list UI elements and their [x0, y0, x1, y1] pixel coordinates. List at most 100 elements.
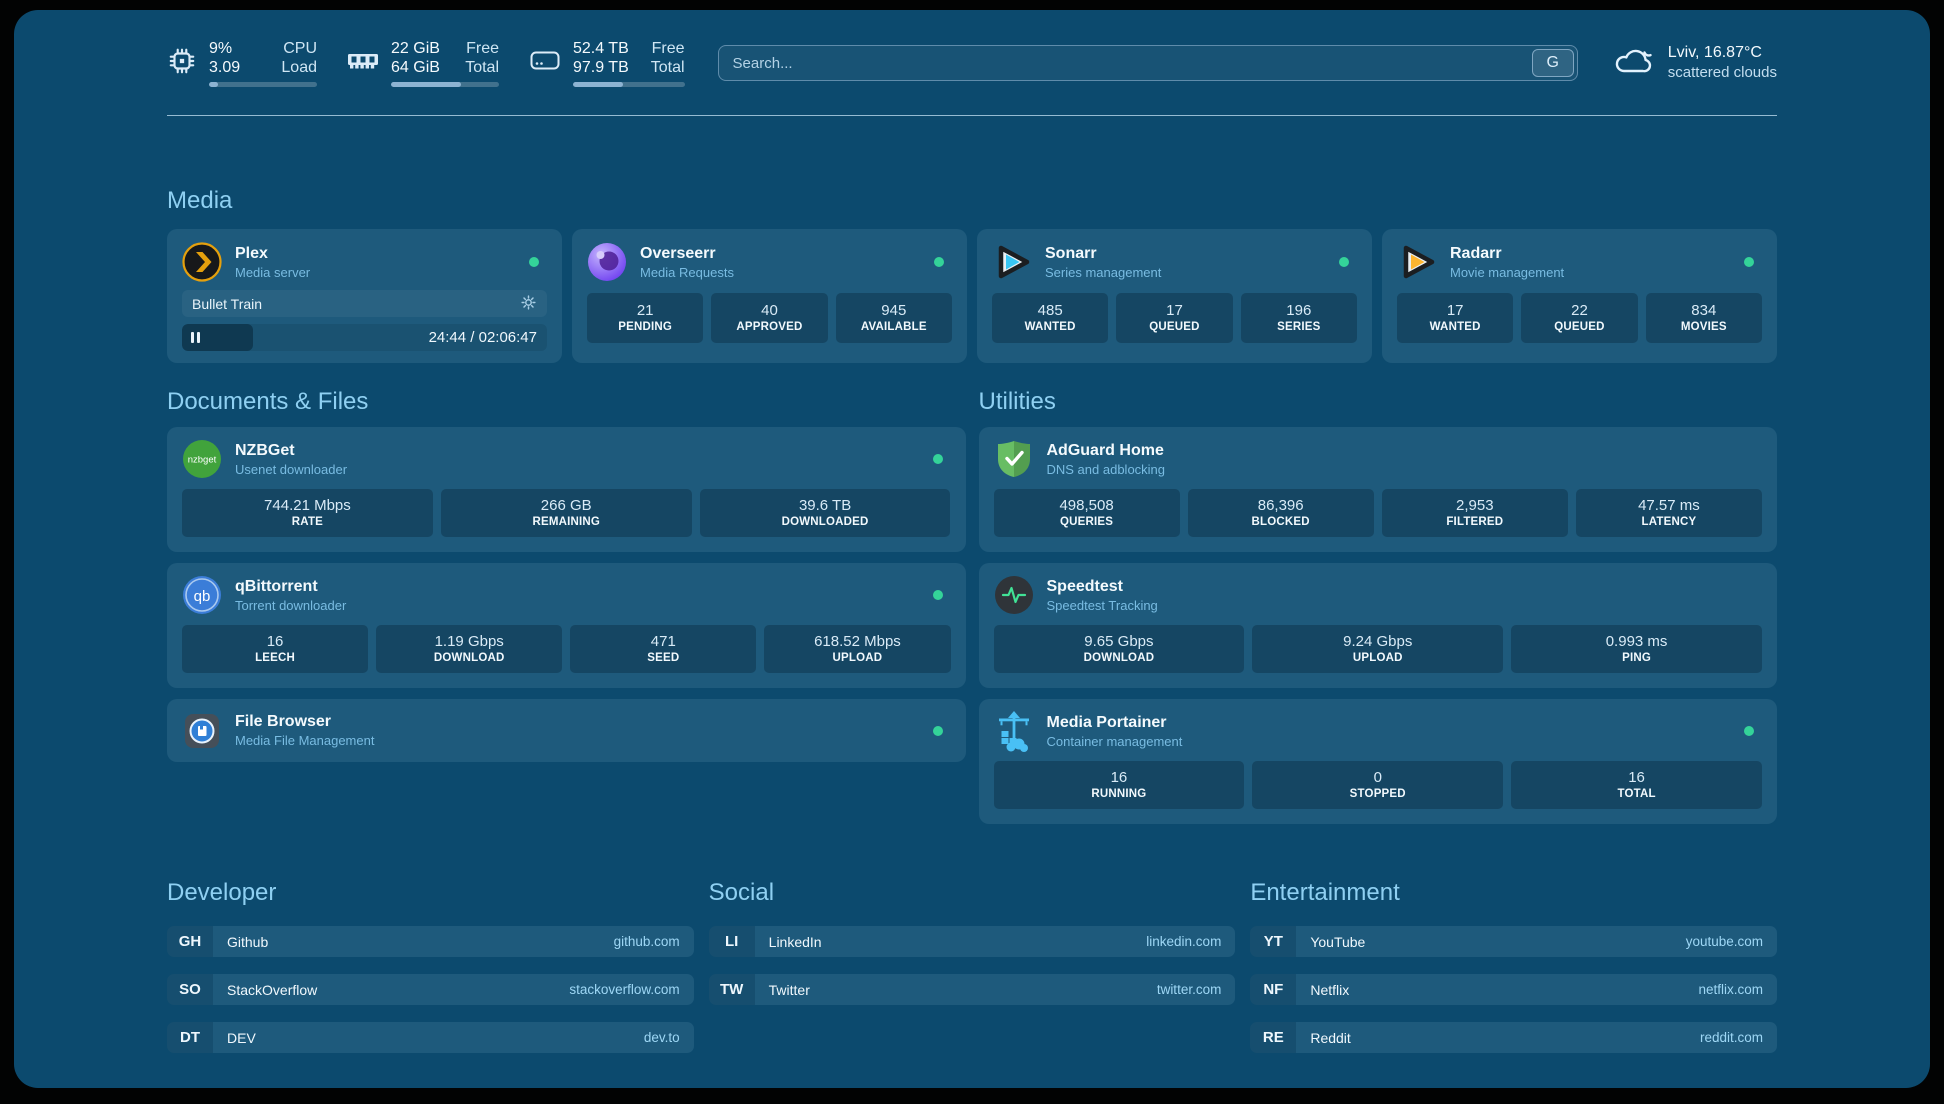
documents-section: Documents & Files nzbget NZBGet U: [167, 387, 966, 824]
speedtest-card[interactable]: Speedtest Speedtest Tracking 9.65 Gbps D…: [978, 563, 1777, 688]
status-dot: [1744, 257, 1754, 267]
service-name: Media Portainer: [1046, 713, 1167, 731]
status-dot: [932, 454, 943, 464]
overseerr-icon: [587, 242, 627, 282]
svg-text:nzbget: nzbget: [188, 455, 217, 466]
dashboard: 9% 3.09 CPU Load: [14, 10, 1930, 1088]
plex-card[interactable]: Plex Media server Bullet Train 24: [167, 229, 562, 363]
header-divider: [167, 115, 1777, 116]
status-dot: [932, 590, 943, 600]
adguard-card[interactable]: AdGuard Home DNS and adblocking 498,508 …: [978, 427, 1777, 552]
cpu-usage-label: CPU: [283, 40, 317, 57]
stat-block: 9.65 Gbps DOWNLOAD: [993, 625, 1245, 673]
weather-location: Lviv, 16.87°C: [1667, 44, 1762, 61]
bookmark-twitter[interactable]: TW Twitter twitter.com: [708, 974, 1236, 1005]
stat-block: 9.24 Gbps UPLOAD: [1252, 625, 1504, 673]
social-bookmarks: Social LI LinkedIn linkedin.com TW Twitt…: [708, 878, 1236, 1070]
bookmark-reddit[interactable]: RE Reddit reddit.com: [1250, 1022, 1777, 1053]
service-name: Speedtest: [1046, 577, 1123, 595]
stat-block: 485 WANTED: [992, 293, 1109, 343]
stat-block: 1.19 Gbps DOWNLOAD: [376, 625, 563, 673]
service-description: Media server: [235, 264, 311, 280]
radarr-card[interactable]: Radarr Movie management 17 WANTED 22 QUE…: [1382, 229, 1777, 363]
service-description: DNS and adblocking: [1046, 461, 1166, 477]
filebrowser-card[interactable]: File Browser Media File Management: [167, 699, 966, 762]
overseerr-card[interactable]: Overseerr Media Requests 21 PENDING 40 A…: [572, 229, 967, 363]
stat-block: 39.6 TB DOWNLOADED: [699, 489, 951, 537]
stat-block: 86,396 BLOCKED: [1187, 489, 1374, 537]
portainer-icon: [994, 711, 1034, 752]
section-title-media: Media: [167, 187, 233, 214]
qbittorrent-card[interactable]: qb qBittorrent Torrent downloader 16 LEE…: [167, 563, 966, 688]
bookmark-github[interactable]: GH Github github.com: [167, 926, 694, 957]
service-name: File Browser: [235, 713, 332, 730]
search-provider-button[interactable]: G: [1531, 49, 1574, 77]
portainer-card[interactable]: Media Portainer Container management 16 …: [978, 699, 1777, 824]
bookmark-netflix[interactable]: NF Netflix netflix.com: [1250, 974, 1777, 1005]
developer-bookmarks: Developer GH Github github.com SO StackO…: [167, 878, 694, 1070]
stat-block: 498,508 QUERIES: [993, 489, 1180, 537]
service-name: AdGuard Home: [1046, 441, 1164, 459]
service-name: qBittorrent: [235, 577, 318, 595]
stat-block: 21 PENDING: [587, 293, 704, 343]
entertainment-bookmarks: Entertainment YT YouTube youtube.com NF …: [1250, 878, 1777, 1070]
radarr-icon: [1397, 242, 1437, 282]
cpu-load-label: Load: [281, 59, 317, 76]
cpu-usage-value: 9%: [209, 40, 233, 57]
cpu-widget: 9% 3.09 CPU Load: [167, 39, 317, 87]
section-title-utilities: Utilities: [978, 388, 1056, 415]
weather-condition: scattered clouds: [1667, 64, 1777, 81]
bookmark-linkedin[interactable]: LI LinkedIn linkedin.com: [708, 926, 1236, 957]
bookmark-dev[interactable]: DT DEV dev.to: [167, 1022, 694, 1053]
stat-block: 196 SERIES: [1240, 293, 1357, 343]
memory-widget: 22 GiB 64 GiB Free Total: [347, 39, 499, 87]
status-dot: [934, 257, 944, 267]
status-dot: [529, 257, 539, 267]
utilities-section: Utilities: [978, 387, 1777, 824]
search-bar: G: [717, 45, 1578, 81]
search-input[interactable]: [718, 46, 1529, 80]
weather-widget[interactable]: Lviv, 16.87°C scattered clouds: [1611, 43, 1777, 83]
stat-block: 47.57 ms LATENCY: [1575, 489, 1762, 537]
sonarr-icon: [992, 242, 1032, 282]
service-description: Series management: [1045, 264, 1162, 280]
stat-block: 744.21 Mbps RATE: [182, 489, 433, 537]
stat-block: 618.52 Mbps UPLOAD: [764, 625, 951, 673]
filebrowser-icon: [182, 711, 222, 751]
status-dot: [1744, 726, 1754, 736]
nzbget-card[interactable]: nzbget NZBGet Usenet downloader 744.21 M…: [167, 427, 966, 552]
memory-total-label: Total: [465, 59, 499, 76]
plex-icon: [182, 242, 222, 282]
pause-icon[interactable]: [191, 332, 200, 343]
system-stats: 9% 3.09 CPU Load: [167, 39, 685, 87]
stat-block: 16 TOTAL: [1511, 761, 1762, 809]
stat-block: 266 GB REMAINING: [440, 489, 692, 537]
disk-free-label: Free: [651, 40, 685, 57]
stat-block: 17 WANTED: [1397, 293, 1514, 343]
memory-free-label: Free: [466, 40, 499, 57]
stat-block: 945 AVAILABLE: [835, 293, 952, 343]
stat-block: 16 LEECH: [182, 625, 369, 673]
top-bar: 9% 3.09 CPU Load: [167, 10, 1777, 92]
stat-block: 17 QUEUED: [1116, 293, 1233, 343]
service-description: Container management: [1046, 733, 1183, 749]
status-dot: [1339, 257, 1349, 267]
cpu-icon: [167, 46, 197, 81]
sonarr-card[interactable]: Sonarr Series management 485 WANTED 17 Q…: [977, 229, 1372, 363]
qbittorrent-icon: qb: [182, 575, 222, 615]
disk-total-label: Total: [650, 59, 685, 76]
settings-gear-icon[interactable]: [520, 294, 537, 314]
service-description: Movie management: [1450, 264, 1565, 280]
cloud-icon: [1611, 45, 1655, 82]
now-playing-row: Bullet Train: [182, 290, 547, 317]
stat-block: 16 RUNNING: [993, 761, 1245, 809]
service-description: Usenet downloader: [235, 461, 348, 477]
status-dot: [932, 725, 943, 736]
bookmark-stackoverflow[interactable]: SO StackOverflow stackoverflow.com: [167, 974, 694, 1005]
bookmark-youtube[interactable]: YT YouTube youtube.com: [1250, 926, 1777, 957]
service-name: Sonarr: [1045, 244, 1097, 262]
section-title-documents: Documents & Files: [167, 388, 369, 415]
memory-icon: [347, 49, 379, 78]
memory-free-value: 22 GiB: [391, 40, 440, 57]
service-name: NZBGet: [235, 441, 295, 459]
